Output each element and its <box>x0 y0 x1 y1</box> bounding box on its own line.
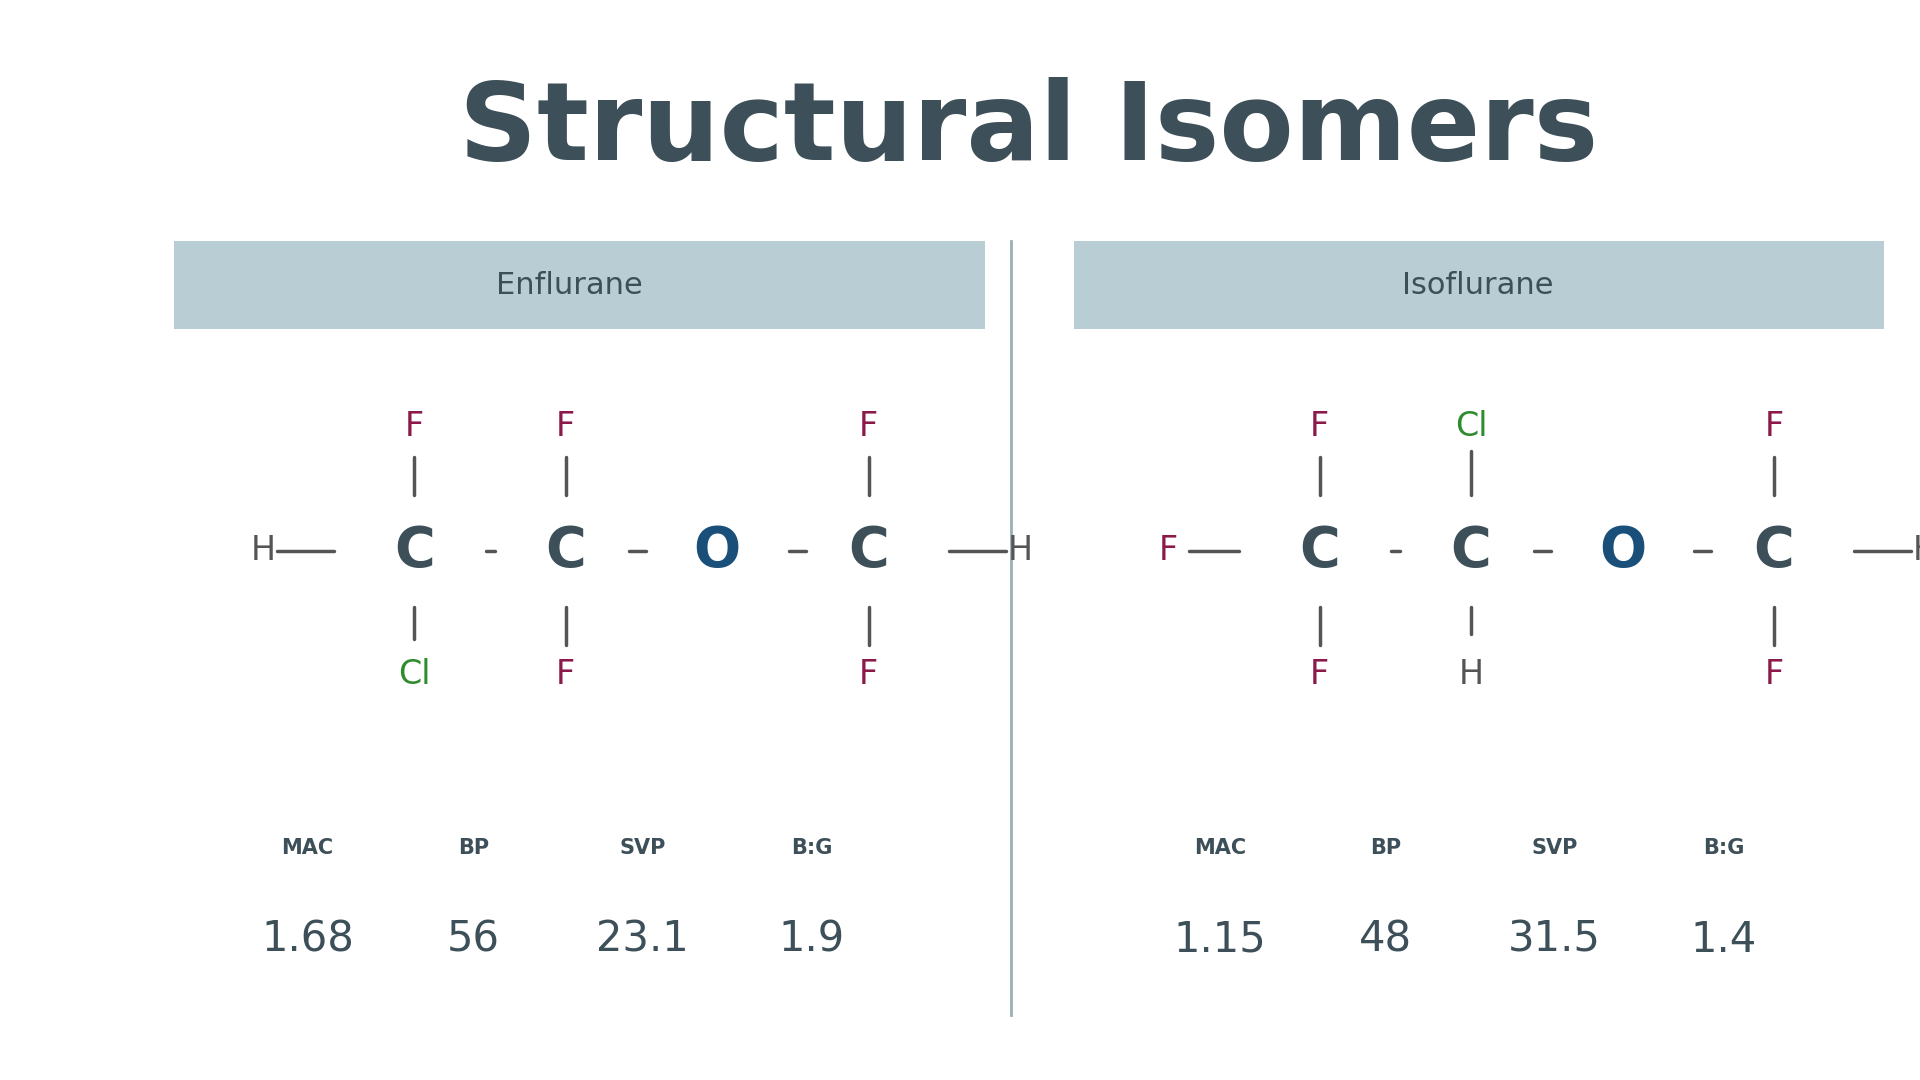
Text: I: I <box>63 256 75 284</box>
Text: BP: BP <box>457 838 490 858</box>
Text: O: O <box>56 391 83 419</box>
Text: 1.4: 1.4 <box>1692 919 1757 960</box>
Text: Isoflurane: Isoflurane <box>1402 271 1553 299</box>
Text: F: F <box>1309 659 1329 691</box>
Text: 48: 48 <box>1359 919 1411 960</box>
Text: M: M <box>54 796 84 824</box>
Text: H: H <box>1008 535 1033 567</box>
Text: F: F <box>1158 535 1177 567</box>
Text: 23.1: 23.1 <box>595 919 689 960</box>
Text: F: F <box>1309 410 1329 443</box>
Text: H: H <box>1459 659 1484 691</box>
Text: F: F <box>405 410 424 443</box>
Text: F: F <box>557 659 576 691</box>
Text: Structural Isomers: Structural Isomers <box>459 77 1599 183</box>
Text: F: F <box>1764 659 1784 691</box>
FancyBboxPatch shape <box>1073 241 1884 329</box>
Text: O: O <box>693 524 741 578</box>
Text: B:G: B:G <box>791 838 833 858</box>
Text: SVP: SVP <box>1532 838 1578 858</box>
Text: 31.5: 31.5 <box>1509 919 1601 960</box>
Text: BP: BP <box>1369 838 1402 858</box>
Text: S: S <box>58 728 81 757</box>
Text: H: H <box>250 535 275 567</box>
Text: 1.9: 1.9 <box>780 919 845 960</box>
Text: F: F <box>1764 410 1784 443</box>
Text: 56: 56 <box>447 919 499 960</box>
Text: SVP: SVP <box>620 838 666 858</box>
Text: E: E <box>60 526 79 554</box>
Text: 1.15: 1.15 <box>1173 919 1265 960</box>
Text: C: C <box>1753 524 1795 578</box>
Text: C: C <box>394 524 434 578</box>
Text: R: R <box>58 593 81 622</box>
Text: O: O <box>1599 524 1645 578</box>
Text: MAC: MAC <box>1194 838 1246 858</box>
Text: C: C <box>1452 524 1492 578</box>
Text: C: C <box>1300 524 1340 578</box>
Text: Cl: Cl <box>397 659 430 691</box>
Text: M: M <box>54 458 84 487</box>
Text: S: S <box>58 323 81 352</box>
FancyBboxPatch shape <box>175 241 985 329</box>
Text: F: F <box>557 410 576 443</box>
Text: 1.68: 1.68 <box>261 919 353 960</box>
Text: F: F <box>858 659 877 691</box>
Text: H: H <box>1912 535 1920 567</box>
Text: MAC: MAC <box>282 838 334 858</box>
Text: C: C <box>849 524 889 578</box>
Text: C: C <box>545 524 586 578</box>
Text: Cl: Cl <box>1455 410 1488 443</box>
Text: F: F <box>858 410 877 443</box>
Text: I: I <box>63 661 75 689</box>
Text: B:G: B:G <box>1703 838 1745 858</box>
Text: Enflurane: Enflurane <box>495 271 643 299</box>
